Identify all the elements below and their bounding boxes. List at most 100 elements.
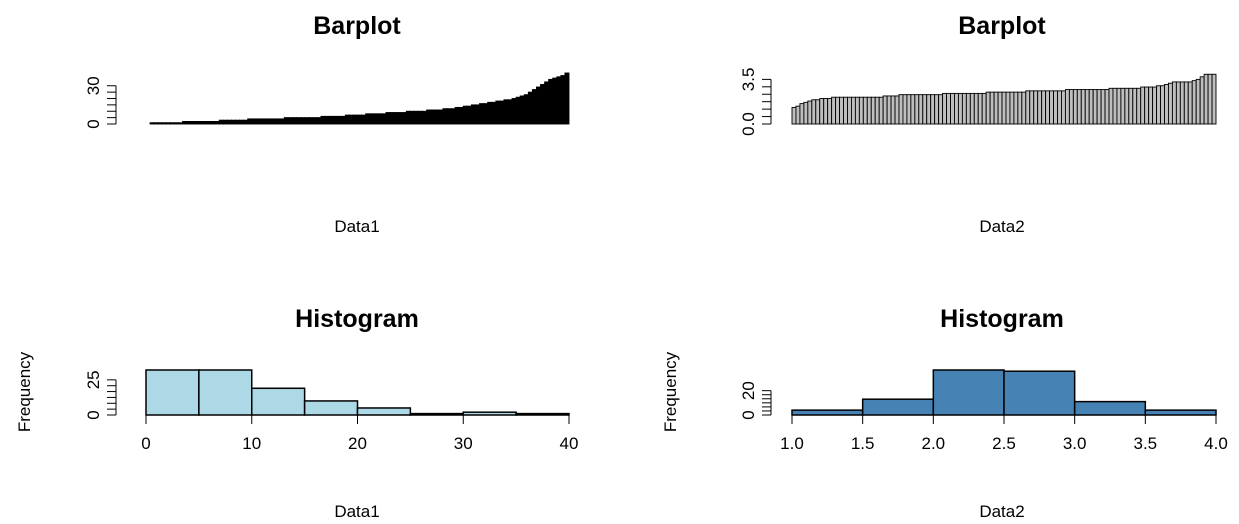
bar	[850, 96, 856, 125]
bar	[377, 113, 383, 125]
y-tick-label: 20	[739, 381, 758, 400]
bar	[1144, 86, 1150, 125]
panel-histogram-data1: Histogram 0 25 0 10 20 30 40 Frequency Data1	[15, 305, 578, 521]
bar	[1096, 89, 1102, 125]
y-tick-label: 0.0	[739, 112, 758, 136]
y-axis: 0 30	[84, 76, 117, 129]
bar	[862, 96, 868, 125]
bar	[815, 99, 821, 125]
x-tick-label: 3.5	[1134, 434, 1158, 453]
bar	[989, 91, 995, 125]
bar	[393, 112, 399, 125]
bar	[300, 117, 306, 125]
x-tick-label: 10	[242, 434, 261, 453]
histogram-bar	[791, 409, 864, 416]
bar	[165, 122, 171, 125]
bar	[470, 104, 476, 125]
bar	[267, 118, 273, 125]
bar	[835, 96, 841, 125]
bar	[422, 110, 428, 125]
bar	[357, 114, 363, 125]
bar	[902, 94, 908, 125]
bar	[1064, 89, 1070, 125]
y-axis-label: Frequency	[661, 351, 680, 432]
x-axis: 1.0 1.5 2.0 2.5 3.0 3.5 4.0	[780, 414, 1228, 453]
bar	[324, 115, 330, 125]
bar	[426, 109, 432, 125]
histogram-bar	[145, 369, 200, 416]
bar	[882, 95, 888, 125]
bar	[153, 122, 159, 125]
bar	[823, 98, 829, 125]
histogram-bar	[1003, 370, 1076, 416]
bar	[1167, 82, 1173, 125]
chart-title: Histogram	[295, 305, 419, 333]
bar	[157, 122, 163, 125]
bar	[218, 119, 224, 125]
bar	[890, 95, 896, 125]
bar	[969, 92, 975, 125]
x-tick-label: 2.0	[922, 434, 946, 453]
y-tick-label: 3.5	[739, 68, 758, 92]
bar	[1072, 89, 1078, 125]
bar	[894, 95, 900, 125]
bar	[458, 106, 464, 125]
bar	[182, 120, 188, 125]
bar	[560, 75, 566, 125]
y-tick-label: 0	[84, 119, 103, 128]
bar	[226, 119, 232, 125]
bar	[950, 92, 955, 125]
bar	[977, 92, 983, 125]
x-tick-label: 2.5	[992, 434, 1016, 453]
bar	[243, 119, 249, 125]
bar	[1076, 89, 1082, 125]
bar	[1001, 91, 1007, 125]
bar	[1017, 91, 1023, 125]
bar	[981, 92, 987, 125]
bar	[1084, 89, 1090, 125]
bar	[1132, 87, 1138, 125]
bar	[442, 108, 448, 125]
bar	[385, 112, 391, 125]
bar	[886, 95, 892, 125]
bar	[466, 105, 472, 125]
bar	[918, 94, 924, 125]
bar	[291, 117, 297, 125]
bar	[874, 96, 880, 125]
bar	[263, 118, 269, 125]
bar	[446, 108, 452, 125]
bar	[230, 119, 236, 125]
bar	[479, 103, 485, 125]
bar	[1033, 90, 1039, 125]
bar	[348, 114, 354, 125]
bar	[1120, 87, 1126, 125]
bar	[328, 115, 334, 125]
bar	[1199, 76, 1205, 125]
bar	[271, 118, 277, 125]
bar	[279, 118, 285, 125]
bar	[1088, 89, 1094, 125]
bar	[511, 98, 517, 125]
x-tick-label: 40	[560, 434, 579, 453]
bar	[922, 94, 928, 125]
bar	[450, 108, 456, 125]
bar	[275, 118, 281, 125]
bar	[831, 96, 837, 125]
bar	[515, 96, 521, 125]
chart-title: Histogram	[940, 305, 1064, 333]
y-tick-label: 0	[739, 410, 758, 419]
bar	[536, 86, 541, 125]
bar	[1160, 85, 1165, 125]
bar	[1128, 87, 1134, 125]
bar	[1112, 87, 1118, 125]
bar	[210, 120, 216, 125]
bar	[1124, 87, 1130, 125]
bar	[934, 94, 940, 125]
bar	[495, 100, 501, 125]
bar	[795, 105, 801, 125]
bar	[255, 118, 261, 125]
bar	[247, 118, 253, 125]
bar	[381, 113, 387, 125]
bar	[190, 120, 196, 125]
